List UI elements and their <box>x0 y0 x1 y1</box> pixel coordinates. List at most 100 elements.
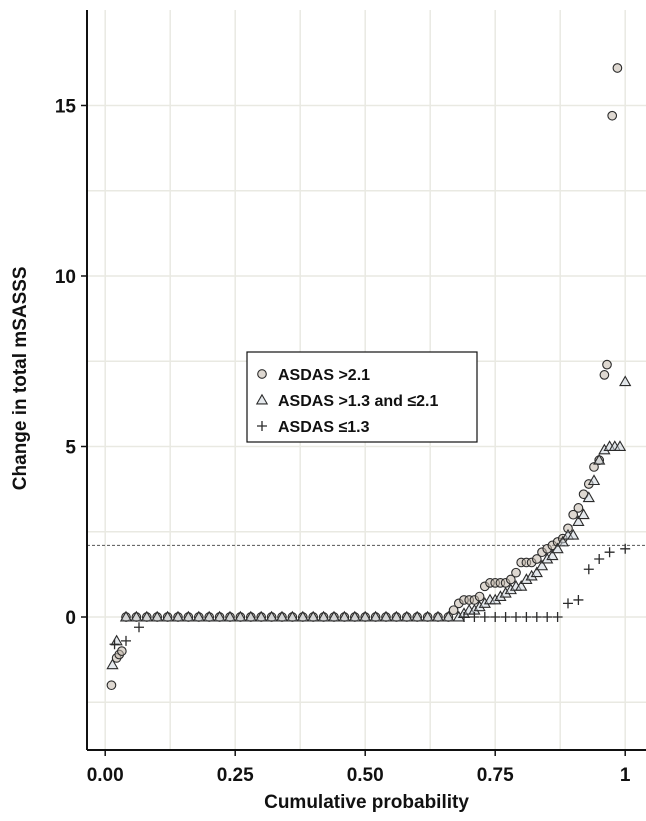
circle-point <box>448 605 459 616</box>
circle-point <box>602 359 612 370</box>
triangle-point <box>593 453 606 465</box>
triangle-point <box>182 610 195 622</box>
circle-point <box>116 646 127 656</box>
plus-point <box>594 554 605 565</box>
triangle-point <box>515 580 528 591</box>
triangle-point <box>546 549 559 561</box>
triangle-point <box>203 610 216 622</box>
plus-point <box>604 547 615 558</box>
plus-point <box>469 612 480 623</box>
triangle-point <box>307 610 320 622</box>
plus-point <box>573 594 584 605</box>
triangle-point <box>244 610 257 622</box>
triangle-point <box>411 610 424 622</box>
triangle-point <box>431 610 445 622</box>
legend-circle-marker <box>257 369 267 379</box>
y-axis-title: Change in total mSASSS <box>10 266 31 490</box>
plus-point <box>542 612 553 623</box>
triangle-point <box>327 610 341 622</box>
triangle-point <box>442 610 455 622</box>
triangle-point <box>213 610 226 622</box>
plus-point <box>531 612 542 623</box>
circle-point <box>612 63 623 73</box>
x-tick-label: 0.75 <box>477 765 514 786</box>
legend-triangle-marker <box>255 393 269 405</box>
circle-point <box>573 503 584 513</box>
triangle-point <box>296 610 309 622</box>
legend-triangle-symbol <box>255 393 269 405</box>
triangle-point <box>369 610 382 622</box>
data-points <box>106 63 632 691</box>
x-tick-label: 0.50 <box>347 765 384 786</box>
y-axis-ticks: 0 5 10 15 <box>55 96 87 629</box>
plus-point <box>521 612 532 623</box>
circle-point <box>599 370 610 380</box>
circle-point <box>607 110 618 121</box>
triangle-point <box>359 610 372 622</box>
plus-point <box>583 564 594 575</box>
triangle-point <box>587 474 601 486</box>
y-tick-label: 15 <box>55 96 77 117</box>
legend-plus-marker <box>257 421 267 431</box>
triangle-point <box>556 535 569 547</box>
triangle-point <box>192 610 205 622</box>
legend-circle-symbol <box>257 369 267 379</box>
triangle-point <box>535 559 549 571</box>
triangle-point <box>286 610 299 622</box>
plus-point <box>121 635 131 646</box>
triangle-point <box>551 542 564 554</box>
triangle-point <box>572 515 585 526</box>
legend-box <box>246 351 478 443</box>
triangle-point <box>255 610 268 622</box>
legend-label-asdas-low: ASDAS ≤1.3 <box>278 419 370 436</box>
circle-point <box>474 591 485 602</box>
triangle-point <box>110 634 123 646</box>
triangle-point <box>613 440 627 451</box>
legend-item-asdas-low: ASDAS ≤1.3 <box>257 419 370 436</box>
circle-point <box>531 554 542 564</box>
x-tick-label: 1 <box>620 765 631 786</box>
plus-point <box>620 543 631 554</box>
plus-point <box>479 612 490 623</box>
y-tick-label: 5 <box>65 437 76 458</box>
triangle-point <box>130 610 143 622</box>
y-tick-label: 0 <box>65 608 76 629</box>
triangle-point <box>223 610 237 622</box>
plus-point <box>511 612 521 623</box>
triangle-point <box>379 610 393 622</box>
triangle-point <box>106 658 119 670</box>
triangle-point <box>151 610 164 622</box>
y-tick-label: 10 <box>55 267 76 288</box>
triangle-point <box>348 610 361 622</box>
circle-point <box>589 462 599 472</box>
triangle-point <box>577 508 590 520</box>
triangle-point <box>582 491 595 503</box>
triangle-point <box>421 610 434 622</box>
plus-point <box>134 622 144 633</box>
legend-item-asdas-high: ASDAS >2.1 <box>257 367 370 384</box>
circle-point <box>106 680 117 691</box>
circle-point <box>568 509 579 520</box>
triangle-point <box>530 566 543 578</box>
triangle-point <box>338 610 351 622</box>
triangle-point <box>265 610 278 622</box>
triangle-point <box>619 375 632 387</box>
legend: ASDAS >2.1 ASDAS >1.3 and ≤2.1 ASDAS ≤1.… <box>246 351 478 443</box>
circle-point <box>511 567 521 578</box>
x-tick-label: 0.00 <box>87 765 124 786</box>
triangle-point <box>161 610 174 622</box>
legend-plus-symbol <box>257 421 267 431</box>
plus-point <box>109 639 120 650</box>
triangle-point <box>400 610 413 622</box>
legend-label-asdas-mid: ASDAS >1.3 and ≤2.1 <box>278 393 439 410</box>
triangle-point <box>567 528 580 540</box>
plus-point <box>490 612 501 623</box>
legend-label-asdas-high: ASDAS >2.1 <box>278 367 370 384</box>
triangle-point <box>234 610 247 622</box>
triangle-point <box>390 610 403 622</box>
x-axis-title: Cumulative probability <box>264 792 469 813</box>
triangle-point <box>140 610 153 622</box>
plus-point <box>459 612 469 623</box>
triangle-point <box>275 610 289 622</box>
